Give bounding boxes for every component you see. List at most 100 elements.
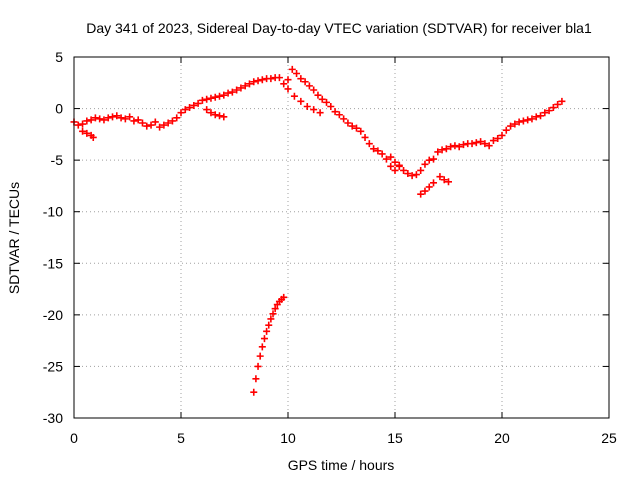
y-tick-label: 0 [55,101,63,117]
data-point [489,137,497,145]
data-point [117,114,125,122]
data-point [374,147,382,155]
data-point [430,179,438,187]
data-point [207,109,215,117]
data-point [89,133,97,141]
data-point [250,78,258,86]
chart-title: Day 341 of 2023, Sidereal Day-to-day VTE… [86,20,592,36]
data-point [511,120,519,128]
gridlines [74,57,609,418]
data-point [263,327,271,335]
data-point [549,104,557,112]
y-tick-label: -30 [43,410,63,426]
data-point [438,146,446,154]
data-point [164,119,172,127]
data-point [430,155,438,163]
y-tick-label: 5 [55,49,63,65]
data-point [160,121,168,129]
data-point [134,116,142,124]
data-point [168,117,176,125]
data-point [186,104,194,112]
data-point [303,103,311,111]
data-point [554,100,562,108]
data-point [528,115,536,123]
data-point [258,343,266,351]
data-point [451,142,459,150]
data-point [541,109,549,117]
data-point [532,113,540,121]
data-point [357,127,365,135]
data-point [151,118,159,126]
data-point [400,166,408,174]
data-point [507,122,515,130]
axis-ticks [73,56,610,419]
data-point [352,124,360,132]
data-point [250,388,258,396]
data-point [198,96,206,104]
data-point [524,116,532,124]
data-point [395,161,403,169]
data-point [425,156,433,164]
data-point [216,112,224,120]
data-point [318,95,326,103]
data-point [190,101,198,109]
data-point [445,178,452,186]
y-tick-label: -25 [43,358,63,374]
data-point [365,140,373,148]
x-tick-label: 15 [387,430,403,446]
data-point [498,131,506,139]
data-point [258,76,266,84]
data-point [254,77,262,85]
data-point [173,114,181,122]
data-point [104,114,112,122]
data-point [335,111,343,119]
data-point [267,75,275,83]
data-point [130,117,138,125]
data-point [265,321,273,329]
data-point [481,140,489,148]
data-point [459,141,467,149]
x-tick-label: 5 [177,430,185,446]
plot-frame [73,56,610,419]
data-point [233,86,241,94]
data-point [387,162,395,170]
data-point [275,74,283,82]
data-point [211,111,219,119]
data-point [96,115,104,123]
data-point [260,335,268,343]
data-point [440,176,448,184]
data-point [421,187,429,195]
data-point [421,160,429,168]
data-point [436,173,444,181]
y-tick-label: -15 [43,255,63,271]
tick-labels: 0 5 10 15 20 25 5 0 -5 -10 -15 -20 -25 -30 [43,49,617,446]
data-point [447,143,455,151]
data-point [284,85,292,93]
data-point [83,129,91,137]
x-tick-label: 20 [494,430,510,446]
data-point [177,109,185,117]
data-point [327,103,335,111]
data-point [331,108,339,116]
data-point [220,113,228,121]
data-point [344,119,352,127]
data-point [252,375,260,383]
data-point [348,122,356,130]
data-point [74,121,82,129]
data-point [254,362,262,370]
data-point [494,134,502,142]
data-point [314,91,322,99]
data-point [290,92,298,100]
data-point [472,139,480,147]
data-point [515,118,523,126]
data-point [79,127,87,135]
data-point [224,89,232,97]
data-point [100,116,108,124]
data-point [91,114,99,122]
x-tick-label: 10 [280,430,296,446]
x-axis-label: GPS time / hours [288,457,395,473]
data-point [216,92,224,100]
data-point [297,75,305,83]
data-point [203,106,211,114]
